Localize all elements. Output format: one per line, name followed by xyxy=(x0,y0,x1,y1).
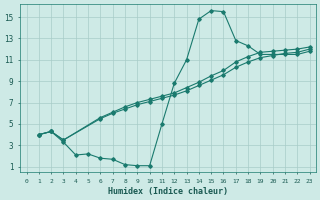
X-axis label: Humidex (Indice chaleur): Humidex (Indice chaleur) xyxy=(108,187,228,196)
